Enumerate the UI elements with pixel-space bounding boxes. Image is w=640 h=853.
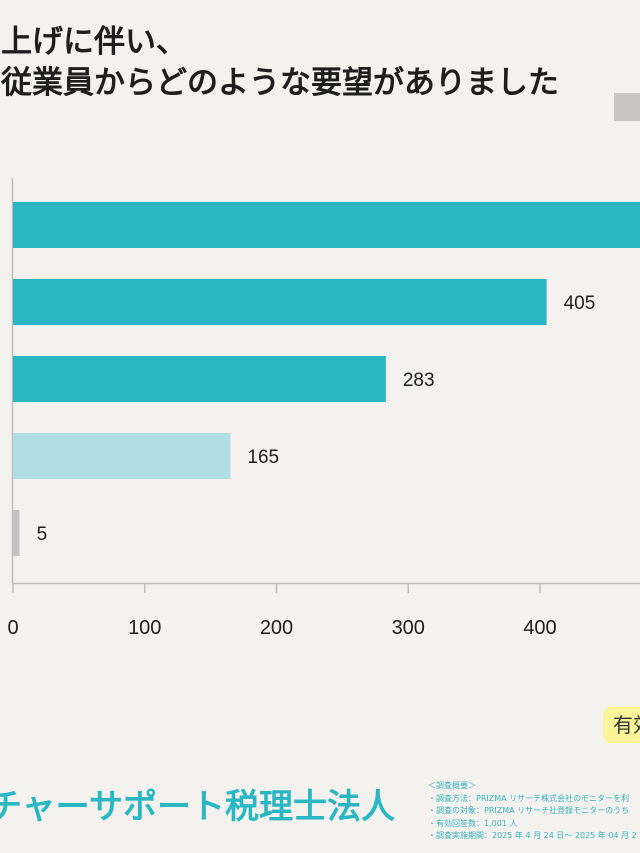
bar-4 [13,510,20,556]
bar-3 [13,433,231,479]
brand-name-text: チャーサポート税理士法人 [0,787,395,827]
title-edge-decoration [614,93,640,121]
survey-line-responses: ・有効回答数：1,001 人 [428,818,518,828]
title-line-1: き上げに伴い、 [0,24,187,60]
x-tick-label-400: 400 [523,617,556,639]
x-tick-label-200: 200 [260,617,293,639]
x-tick-label-0: 0 [7,617,18,639]
survey-line-target: ・調査の対象：PRIZMA リサーチ社登録モニターのうち [428,806,630,815]
bar-chart: 405 283 165 5 0 100 200 300 400 [7,178,640,639]
survey-heading: ＜調査概要＞ [428,781,476,790]
bar-1-value-label: 405 [564,293,596,314]
x-tick-label-100: 100 [128,617,161,639]
bar-4-value-label: 5 [37,524,48,545]
bar-2 [13,356,386,402]
title-line-2: ト従業員からどのような要望がありました [0,65,559,101]
bar-3-value-label: 165 [247,447,279,468]
survey-line-period: ・調査実施期間：2025 年 4 月 24 日～ 2025 年 04 月 2 [428,831,637,840]
respondents-badge: 有効 [603,707,640,743]
bar-2-value-label: 283 [403,370,435,391]
bar-0 [13,202,640,248]
survey-line-method: ・調査方法：PRIZMA リサーチ株式会社のモニターを利 [428,793,630,803]
bar-1 [13,279,547,325]
respondents-badge-label: 有効 [613,713,640,737]
chart-title: き上げに伴い、 ト従業員からどのような要望がありました [0,22,640,104]
survey-summary: ＜調査概要＞ ・調査方法：PRIZMA リサーチ株式会社のモニターを利 ・調査の… [428,780,640,843]
x-tick-label-300: 300 [392,617,425,639]
brand-name: チャーサポート税理士法人 [0,785,420,829]
